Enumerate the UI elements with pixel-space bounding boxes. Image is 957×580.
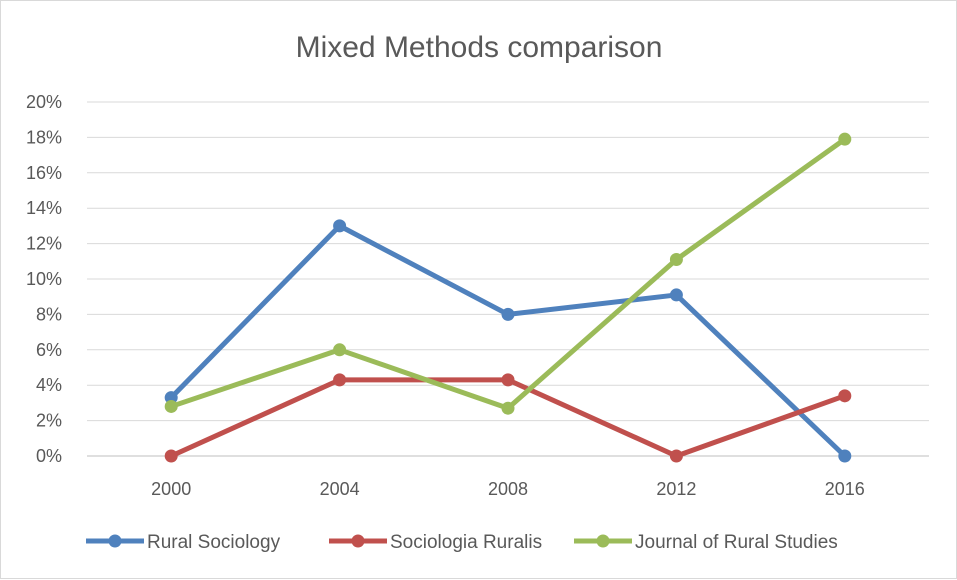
legend-item-rural-sociology: Rural Sociology (86, 532, 281, 553)
series-line (168, 377, 848, 459)
legend-marker (108, 534, 122, 548)
x-tick-label: 2008 (488, 479, 528, 499)
y-tick-label: 10% (26, 269, 62, 289)
y-tick-label: 2% (36, 411, 62, 431)
y-tick-label: 12% (26, 234, 62, 254)
legend-item-sociologia-ruralis: Sociologia Ruralis (329, 532, 542, 553)
data-point (164, 399, 178, 413)
data-point (333, 343, 347, 357)
series-journal-of-rural-studies (164, 132, 852, 415)
data-point (164, 449, 178, 463)
series-line (168, 223, 848, 459)
y-tick-label: 0% (36, 446, 62, 466)
y-tick-label: 18% (26, 127, 62, 147)
x-tick-label: 2000 (151, 479, 191, 499)
data-point (669, 449, 683, 463)
y-tick-label: 20% (26, 92, 62, 112)
chart-title: Mixed Methods comparison (296, 31, 663, 64)
x-tick-label: 2012 (656, 479, 696, 499)
legend-marker (351, 534, 365, 548)
data-point (501, 307, 515, 321)
series-sociologia-ruralis (164, 373, 852, 463)
y-axis-ticks: 0% 2% 4% 6% 8% 10% 12% 14% 16% 18% 20% (26, 92, 62, 466)
data-point (838, 132, 852, 146)
data-point (669, 253, 683, 267)
x-tick-label: 2016 (825, 479, 865, 499)
legend: Rural Sociology Sociologia Ruralis Journal… (86, 532, 838, 553)
y-tick-label: 8% (36, 304, 62, 324)
data-point (838, 389, 852, 403)
data-point (501, 373, 515, 387)
y-tick-label: 14% (26, 198, 62, 218)
y-tick-label: 16% (26, 163, 62, 183)
series-line (168, 136, 848, 411)
x-tick-label: 2004 (320, 479, 360, 499)
legend-marker (596, 534, 610, 548)
y-tick-label: 6% (36, 340, 62, 360)
data-point (333, 219, 347, 233)
data-point (333, 373, 347, 387)
data-point (669, 288, 683, 302)
y-tick-label: 4% (36, 375, 62, 395)
data-point (501, 401, 515, 415)
legend-label: Sociologia Ruralis (390, 532, 542, 553)
series-group (164, 132, 852, 463)
legend-label: Journal of Rural Studies (635, 532, 838, 553)
legend-item-journal-of-rural-studies: Journal of Rural Studies (574, 532, 838, 553)
legend-label: Rural Sociology (147, 532, 281, 553)
x-axis-ticks: 2000 2004 2008 2012 2016 (151, 479, 865, 499)
data-point (838, 449, 852, 463)
series-rural-sociology (164, 219, 852, 463)
